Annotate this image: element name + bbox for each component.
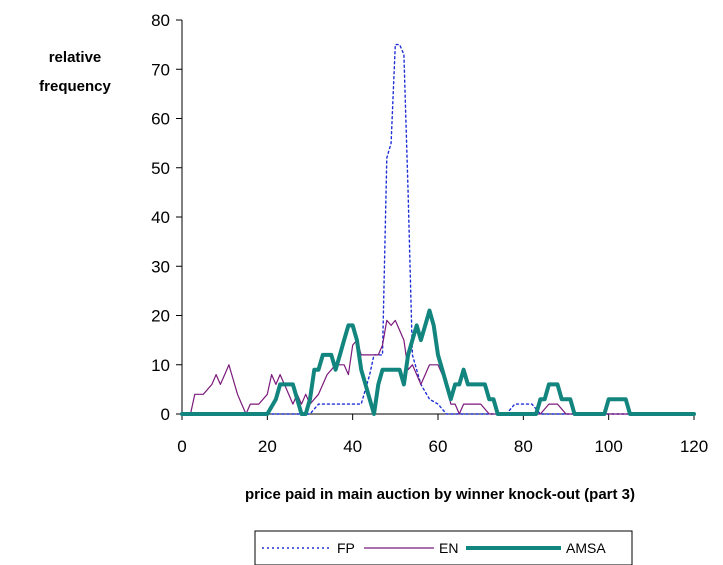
x-tick-label: 100 xyxy=(594,437,622,456)
y-tick-label: 30 xyxy=(151,257,170,276)
legend-label-en: EN xyxy=(439,540,458,556)
y-axis-title-line-1: relative xyxy=(49,49,102,66)
legend-label-fp: FP xyxy=(337,540,355,556)
y-tick-label: 20 xyxy=(151,307,170,326)
series-line-fp xyxy=(181,43,695,415)
y-tick-label: 60 xyxy=(151,110,170,129)
y-tick-label: 0 xyxy=(161,405,170,424)
x-tick-label: 80 xyxy=(514,437,533,456)
y-tick-label: 80 xyxy=(151,11,170,30)
series-line-en xyxy=(181,319,695,415)
y-tick-label: 50 xyxy=(151,159,170,178)
y-tick-label: 40 xyxy=(151,208,170,227)
plot-area xyxy=(180,43,696,416)
y-tick-label: 10 xyxy=(151,356,170,375)
x-tick-label: 40 xyxy=(343,437,362,456)
axes xyxy=(176,19,695,420)
series-line-amsa xyxy=(180,308,696,416)
x-tick-label: 20 xyxy=(258,437,277,456)
x-tick-label: 60 xyxy=(429,437,448,456)
x-tick-label: 0 xyxy=(177,437,186,456)
x-tick-label: 120 xyxy=(680,437,708,456)
x-axis-title: price paid in main auction by winner kno… xyxy=(245,486,635,503)
legend-label-amsa: AMSA xyxy=(566,540,606,556)
tick-labels: 0 10 20 30 40 50 60 70 80 0 20 40 60 80 100 120 xyxy=(151,11,708,456)
y-tick-label: 70 xyxy=(151,60,170,79)
legend: FP EN AMSA xyxy=(254,530,633,565)
y-axis-title-line-2: frequency xyxy=(39,78,111,95)
